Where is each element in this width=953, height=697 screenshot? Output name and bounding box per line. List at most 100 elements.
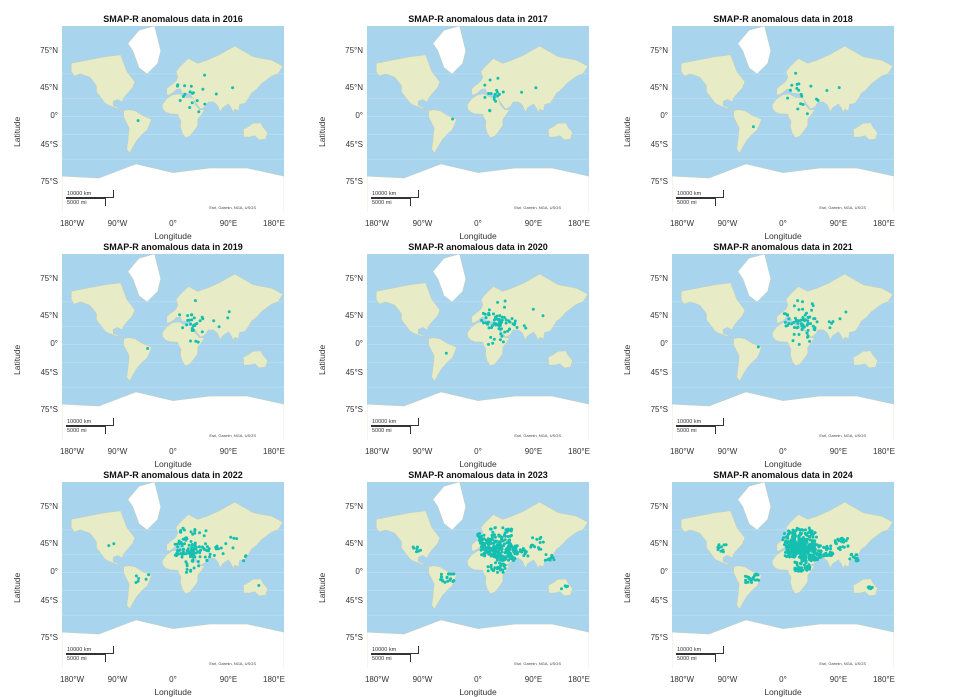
anomaly-point <box>493 550 497 554</box>
anomaly-point <box>505 549 509 553</box>
y-tick-label: 0° <box>660 339 668 349</box>
continent <box>123 109 152 154</box>
anomaly-point <box>807 543 811 547</box>
anomaly-point <box>496 570 499 574</box>
anomaly-point <box>802 543 806 547</box>
scale-bar: 10000 km 5000 mi <box>66 646 114 662</box>
anomaly-point <box>809 529 813 533</box>
x-tick-label: 180°E <box>873 447 895 456</box>
anomaly-point <box>499 556 503 560</box>
anomaly-point <box>844 539 848 543</box>
anomaly-point <box>544 553 548 557</box>
anomaly-point <box>192 555 196 559</box>
x-tick-label: 180°E <box>873 675 895 684</box>
x-tick-label: 90°W <box>107 675 128 684</box>
anomaly-point <box>181 552 185 556</box>
x-tick-label: 90°W <box>717 219 738 228</box>
anomaly-point <box>787 317 791 321</box>
y-tick-label: 45°N <box>650 310 668 320</box>
ice-sheet <box>127 254 161 303</box>
anomaly-point <box>799 102 803 106</box>
anomaly-point <box>487 342 490 346</box>
anomaly-point <box>515 544 519 548</box>
map-panel: SMAP-R anomalous data in 2018 10000 km 500… <box>610 12 895 241</box>
anomaly-point <box>829 547 832 551</box>
x-tick-label: 90°E <box>219 219 238 228</box>
x-tick-label: 0° <box>779 675 787 684</box>
scale-bar: 10000 km 5000 mi <box>676 646 724 662</box>
anomaly-point <box>187 318 191 322</box>
anomaly-point <box>481 537 485 541</box>
ice-sheet <box>62 163 284 212</box>
anomaly-point <box>231 546 235 550</box>
anomaly-point <box>791 339 795 343</box>
anomaly-point <box>507 319 511 323</box>
anomaly-point <box>487 311 491 315</box>
anomaly-point <box>790 322 794 326</box>
anomaly-point <box>500 315 504 319</box>
anomaly-point <box>494 548 498 552</box>
y-tick-label: 75°S <box>650 633 668 643</box>
anomaly-point <box>801 536 805 539</box>
x-axis-label: Longitude <box>154 231 192 241</box>
anomaly-point <box>792 320 796 324</box>
x-tick-label: 180°W <box>669 447 695 456</box>
anomaly-point <box>203 102 207 106</box>
y-tick-label: 45°N <box>40 538 58 548</box>
map-title: SMAP-R anomalous data in 2018 <box>713 14 853 24</box>
anomaly-point <box>498 338 502 342</box>
x-axis-label: Longitude <box>459 687 497 697</box>
y-axis-label: Latitude <box>622 344 632 375</box>
y-tick-label: 75°N <box>345 273 363 283</box>
y-tick-label: 45°N <box>650 82 668 92</box>
anomaly-point <box>444 351 448 355</box>
continent <box>376 282 441 341</box>
anomaly-point <box>818 549 822 553</box>
x-tick-label: 90°E <box>219 447 238 456</box>
map-title: SMAP-R anomalous data in 2021 <box>713 242 853 252</box>
anomaly-point <box>846 537 849 540</box>
basemap <box>62 482 284 668</box>
anomaly-point <box>199 548 203 552</box>
map-title: SMAP-R anomalous data in 2023 <box>408 470 548 480</box>
anomaly-point <box>480 553 484 557</box>
anomaly-point <box>503 566 507 570</box>
x-tick-label: 0° <box>474 675 482 684</box>
anomaly-point <box>212 319 216 323</box>
anomaly-point <box>195 322 199 325</box>
anomaly-point <box>800 94 804 98</box>
x-tick-label: 90°E <box>524 675 543 684</box>
ice-sheet <box>62 619 284 668</box>
anomaly-point <box>793 539 797 543</box>
y-tick-label: 75°S <box>40 405 58 415</box>
scale-km: 10000 km <box>676 190 724 198</box>
anomaly-point <box>831 320 835 324</box>
anomaly-point <box>175 549 179 553</box>
map-panel: SMAP-R anomalous data in 2021 10000 km 500… <box>610 240 895 469</box>
continent <box>853 122 878 141</box>
ice-sheet <box>432 254 466 303</box>
anomaly-point <box>791 528 795 532</box>
anomaly-point <box>812 547 816 551</box>
anomaly-point <box>493 533 497 537</box>
anomaly-point <box>494 317 498 321</box>
anomaly-point <box>751 125 755 129</box>
x-tick-label: 0° <box>779 447 787 456</box>
anomaly-point <box>786 313 790 317</box>
anomaly-point <box>195 99 199 103</box>
y-axis-label: Latitude <box>12 116 22 147</box>
ice-sheet <box>367 163 589 212</box>
continent <box>681 54 746 113</box>
anomaly-point <box>509 528 513 532</box>
anomaly-point <box>183 84 187 88</box>
x-axis-label: Longitude <box>459 231 497 241</box>
anomaly-point <box>801 554 805 558</box>
anomaly-point <box>786 551 790 554</box>
anomaly-point <box>484 538 488 542</box>
scale-bar: 10000 km 5000 mi <box>66 418 114 434</box>
anomaly-point <box>499 332 503 336</box>
anomaly-point <box>185 568 189 571</box>
anomaly-point <box>786 554 790 558</box>
anomaly-point <box>194 339 198 343</box>
anomaly-point <box>491 547 495 551</box>
